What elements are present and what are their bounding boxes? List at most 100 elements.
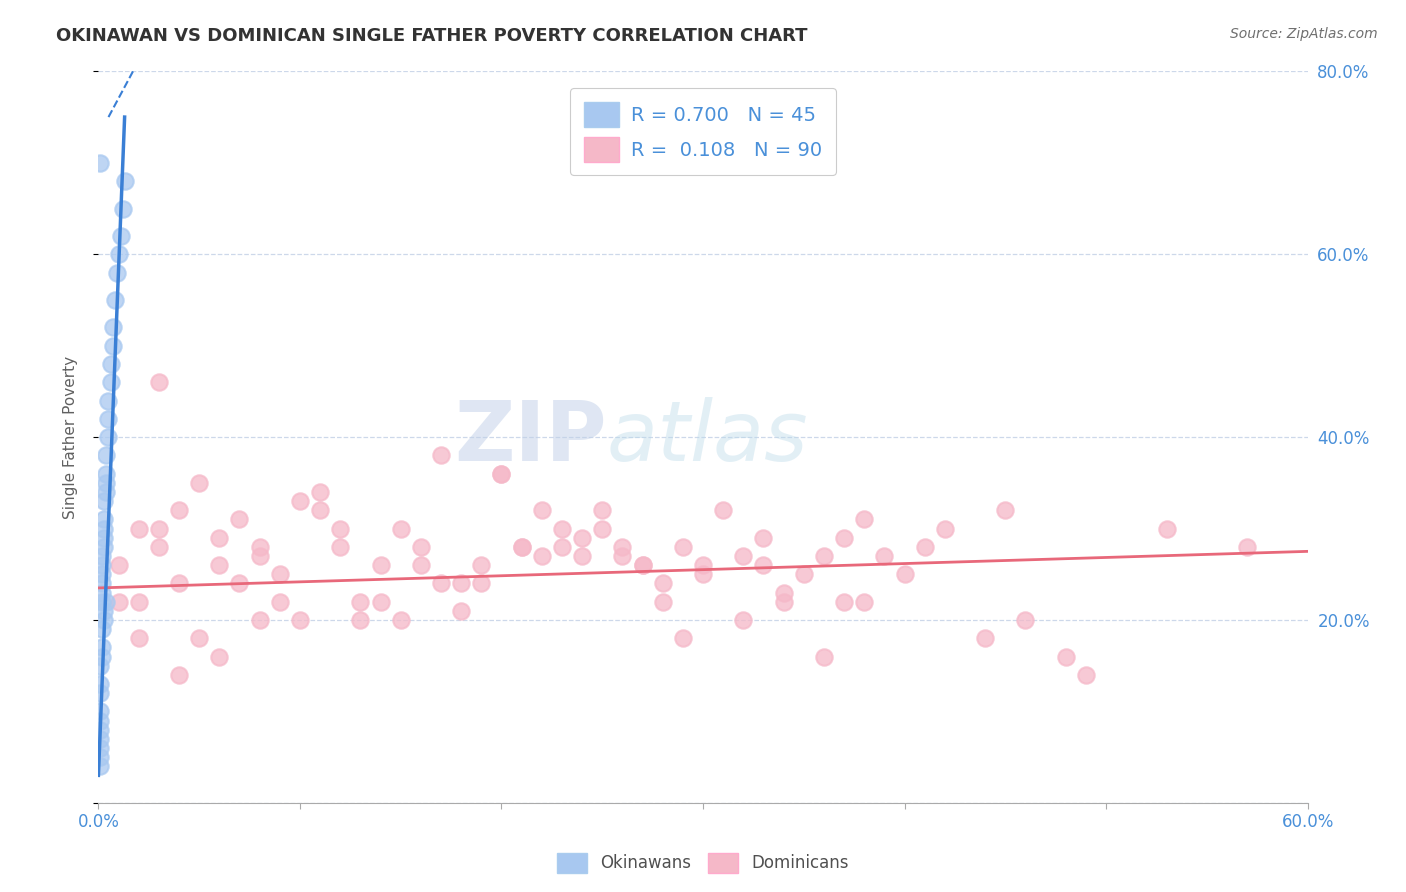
Point: [91, 640, 114, 655]
Point: [1014, 613, 1036, 627]
Point: [89, 677, 111, 691]
Point: [329, 521, 352, 535]
Point: [93, 531, 115, 545]
Point: [148, 521, 170, 535]
Point: [591, 521, 613, 535]
Point: [470, 558, 492, 573]
Text: atlas: atlas: [606, 397, 808, 477]
Point: [91, 585, 114, 599]
Point: [370, 558, 392, 573]
Point: [148, 540, 170, 554]
Point: [97, 412, 120, 426]
Point: [651, 576, 673, 591]
Point: [672, 540, 695, 554]
Point: [832, 594, 855, 608]
Point: [93, 521, 115, 535]
Point: [914, 540, 936, 554]
Point: [97, 393, 120, 408]
Point: [288, 613, 311, 627]
Point: [89, 731, 111, 746]
Point: [103, 293, 125, 307]
Point: [114, 174, 136, 188]
Point: [430, 448, 453, 462]
Point: [631, 558, 654, 573]
Point: [148, 375, 170, 389]
Point: [813, 649, 835, 664]
Point: [772, 594, 794, 608]
Point: [309, 485, 332, 500]
Point: [249, 540, 271, 554]
Point: [96, 475, 118, 490]
Point: [111, 202, 134, 216]
Point: [893, 567, 915, 582]
Y-axis label: Single Father Poverty: Single Father Poverty: [63, 356, 77, 518]
Point: [96, 485, 118, 500]
Point: [93, 613, 115, 627]
Point: [772, 585, 794, 599]
Point: [89, 740, 111, 755]
Legend: R = 0.700   N = 45, R =  0.108   N = 90: R = 0.700 N = 45, R = 0.108 N = 90: [571, 88, 835, 176]
Point: [692, 567, 714, 582]
Point: [853, 512, 876, 526]
Point: [571, 549, 593, 563]
Text: Source: ZipAtlas.com: Source: ZipAtlas.com: [1230, 27, 1378, 41]
Point: [93, 494, 115, 508]
Point: [491, 467, 513, 481]
Point: [752, 558, 775, 573]
Point: [208, 558, 231, 573]
Point: [612, 540, 634, 554]
Point: [510, 540, 533, 554]
Point: [832, 531, 855, 545]
Point: [711, 503, 734, 517]
Point: [733, 613, 755, 627]
Point: [167, 667, 190, 681]
Point: [188, 475, 211, 490]
Point: [994, 503, 1017, 517]
Point: [89, 658, 111, 673]
Point: [188, 632, 211, 646]
Point: [91, 549, 114, 563]
Point: [491, 467, 513, 481]
Point: [450, 576, 472, 591]
Point: [93, 540, 115, 554]
Point: [89, 759, 111, 773]
Point: [470, 576, 492, 591]
Point: [651, 594, 673, 608]
Point: [309, 503, 332, 517]
Point: [167, 576, 190, 591]
Point: [551, 540, 574, 554]
Point: [510, 540, 533, 554]
Point: [89, 750, 111, 764]
Point: [97, 430, 120, 444]
Point: [107, 247, 129, 261]
Point: [551, 521, 574, 535]
Point: [409, 558, 432, 573]
Point: [873, 549, 896, 563]
Point: [530, 549, 553, 563]
Point: [269, 567, 291, 582]
Point: [349, 613, 371, 627]
Point: [105, 266, 128, 280]
Point: [91, 622, 114, 636]
Text: ZIP: ZIP: [454, 397, 606, 477]
Point: [389, 613, 412, 627]
Point: [228, 512, 250, 526]
Point: [101, 338, 124, 352]
Point: [208, 531, 231, 545]
Point: [409, 540, 432, 554]
Point: [91, 576, 114, 591]
Point: [89, 723, 111, 737]
Point: [530, 503, 553, 517]
Point: [89, 156, 111, 170]
Point: [591, 503, 613, 517]
Point: [1054, 649, 1077, 664]
Point: [934, 521, 956, 535]
Legend: Okinawans, Dominicans: Okinawans, Dominicans: [550, 847, 856, 880]
Point: [612, 549, 634, 563]
Point: [752, 531, 775, 545]
Point: [672, 632, 695, 646]
Point: [349, 594, 371, 608]
Point: [793, 567, 815, 582]
Point: [128, 521, 150, 535]
Point: [450, 604, 472, 618]
